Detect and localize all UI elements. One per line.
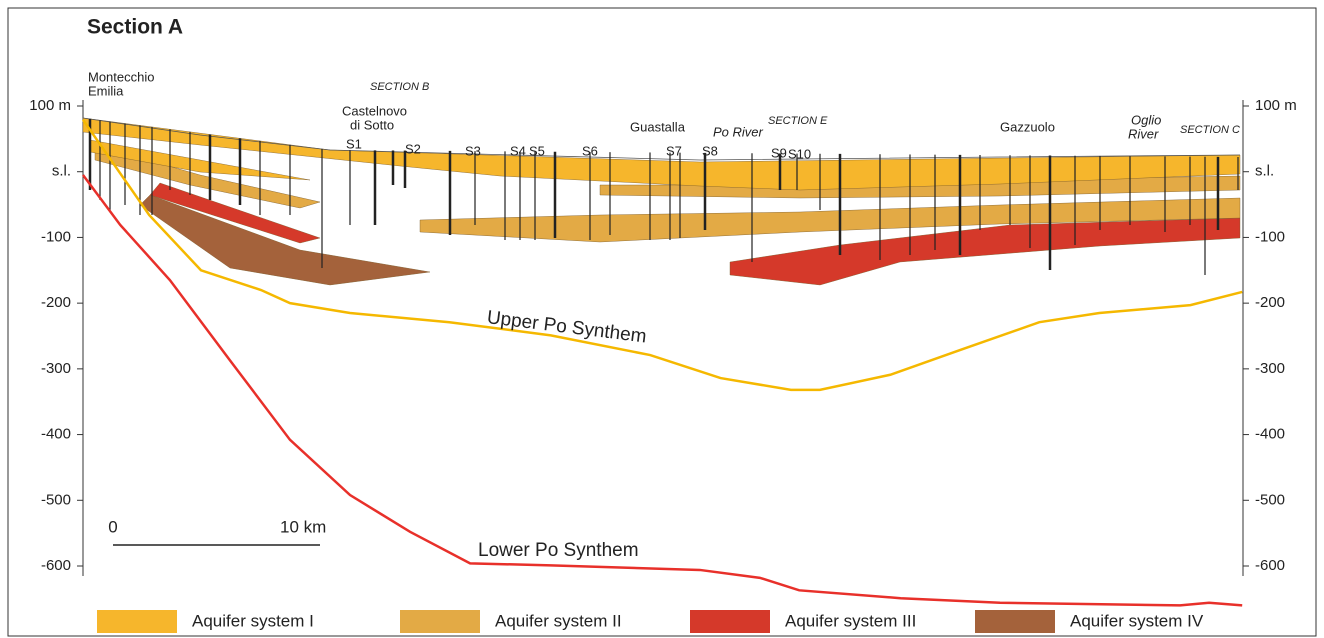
line-label: Upper Po Synthem [486,307,648,347]
legend-label: Aquifer system IV [1070,611,1204,630]
legend-label: Aquifer system II [495,611,622,630]
line-label: Lower Po Synthem [478,540,639,561]
location-label: S5 [529,143,545,158]
y-tick-label: -200 [1255,294,1285,311]
y-tick-label: 100 m [29,97,71,114]
y-tick-label: -600 [41,557,71,574]
location-label: S4 [510,143,526,158]
scale-label: 0 [108,517,117,536]
y-tick-label: -300 [41,360,71,377]
legend-label: Aquifer system III [785,611,916,630]
location-label: River [1128,126,1159,141]
location-label: SECTION E [768,115,828,127]
y-tick-label: -500 [1255,491,1285,508]
location-label: Castelnovo [342,103,407,118]
legend-swatch [975,610,1055,633]
scale-label: 10 km [280,517,326,536]
y-tick-label: -300 [1255,360,1285,377]
location-label: Montecchio [88,69,154,84]
location-label: Guastalla [630,119,686,134]
chart: Section A 100 m 100 m s.l. s.l. -100 -100 -200… [0,0,1324,638]
location-label: S6 [582,143,598,158]
y-tick-label: -600 [1255,557,1285,574]
location-label: SECTION B [370,81,429,93]
legend-swatch [690,610,770,633]
y-tick-label: 100 m [1255,97,1297,114]
legend-swatch [400,610,480,633]
frame [8,8,1316,636]
location-label: S7 [666,143,682,158]
location-label: di Sotto [350,117,394,132]
location-label: S1 [346,136,362,151]
location-label: Po River [713,124,764,139]
chart-title: Section A [87,16,183,39]
page: Section A 100 m 100 m s.l. s.l. -100 -100 -200… [0,0,1324,638]
y-tick-label: -100 [1255,228,1285,245]
y-tick-label: -400 [41,426,71,443]
y-tick-label: -500 [41,491,71,508]
y-tick-label: s.l. [1255,163,1274,180]
location-label: S8 [702,143,718,158]
location-label: S2 [405,141,421,156]
location-label: S9 [771,145,787,160]
location-label: S10 [788,146,811,161]
aquifer-body [140,195,430,285]
y-tick-label: -200 [41,294,71,311]
y-tick-label: -400 [1255,426,1285,443]
location-label: Oglio [1131,112,1161,127]
y-tick-label: -100 [41,228,71,245]
legend-label: Aquifer system I [192,611,314,630]
legend-swatch [97,610,177,633]
y-tick-label: s.l. [52,163,71,180]
location-label: Emilia [88,83,124,98]
location-label: Gazzuolo [1000,119,1055,134]
location-label: SECTION C [1180,124,1240,136]
location-label: S3 [465,143,481,158]
